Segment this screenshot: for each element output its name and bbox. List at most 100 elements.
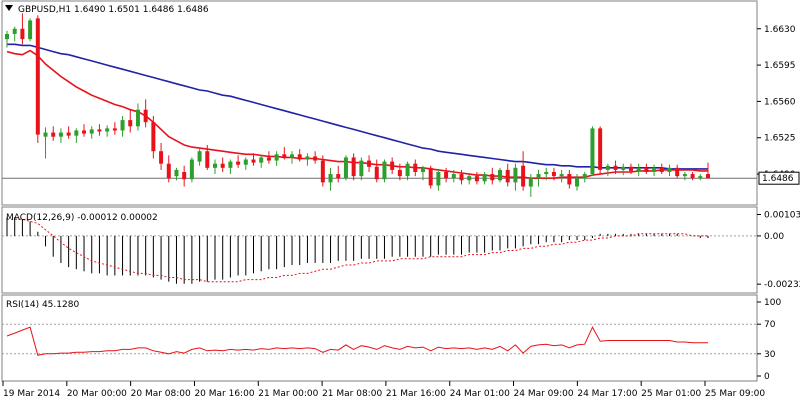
candle-65 xyxy=(505,163,510,187)
candle-body-75 xyxy=(582,174,587,179)
candle-body-84 xyxy=(652,167,657,172)
candle-body-19 xyxy=(151,122,156,152)
candle-6 xyxy=(51,126,56,141)
candle-52 xyxy=(405,161,410,181)
candle-30 xyxy=(236,155,241,168)
candle-body-53 xyxy=(413,163,418,172)
candle-76 xyxy=(590,126,595,177)
rsi-line xyxy=(6,326,708,356)
candle-18 xyxy=(143,99,148,128)
candle-15 xyxy=(120,115,125,137)
candle-75 xyxy=(582,171,587,183)
rsi-tick-label-3: 0 xyxy=(764,372,770,382)
candle-46 xyxy=(359,157,364,181)
candle-10 xyxy=(82,124,87,137)
candle-body-24 xyxy=(189,159,194,180)
candle-85 xyxy=(659,163,664,175)
candle-body-6 xyxy=(51,132,56,137)
candle-70 xyxy=(544,167,549,181)
candle-body-86 xyxy=(667,167,672,172)
candle-17 xyxy=(135,103,140,131)
candle-82 xyxy=(636,163,641,177)
candle-body-27 xyxy=(212,163,217,168)
candle-25 xyxy=(197,149,202,166)
candle-body-88 xyxy=(682,174,687,177)
candle-13 xyxy=(105,125,110,137)
candle-body-11 xyxy=(89,129,94,134)
candle-20 xyxy=(159,142,164,170)
candle-69 xyxy=(536,169,541,187)
candle-41 xyxy=(320,155,325,187)
candle-body-76 xyxy=(590,128,595,175)
candle-body-9 xyxy=(74,130,79,136)
candle-35 xyxy=(274,151,279,166)
candle-body-18 xyxy=(143,109,148,123)
candle-body-59 xyxy=(459,174,464,181)
candle-2 xyxy=(20,13,25,45)
candle-body-44 xyxy=(343,157,348,179)
candle-87 xyxy=(675,164,680,179)
price-title: GBPUSD,H1 1.6490 1.6501 1.6486 1.6486 xyxy=(18,5,209,15)
candle-body-16 xyxy=(128,120,133,127)
candle-body-47 xyxy=(367,160,372,167)
time-axis: 19 Mar 2014 20 Mar 00:00 20 Mar 08:00 20 Ma… xyxy=(2,381,765,399)
candle-72 xyxy=(559,169,564,183)
rsi-tick-label-2: 30 xyxy=(764,350,776,360)
candle-body-58 xyxy=(451,174,456,179)
candle-64 xyxy=(498,167,503,183)
candle-36 xyxy=(282,147,287,160)
candle-body-64 xyxy=(498,169,503,181)
candle-54 xyxy=(420,165,425,181)
candle-body-69 xyxy=(536,174,541,179)
candle-9 xyxy=(74,128,79,143)
candle-body-42 xyxy=(328,174,333,183)
candle-40 xyxy=(313,151,318,164)
candle-3 xyxy=(28,18,33,42)
candle-body-36 xyxy=(282,154,287,158)
rsi-panel-frame xyxy=(1,294,758,382)
candle-89 xyxy=(690,171,695,181)
candle-83 xyxy=(644,163,649,175)
candle-57 xyxy=(444,167,449,183)
symbol-dropdown-icon[interactable] xyxy=(5,5,13,11)
price-tick-label-2: 1.6560 xyxy=(764,97,796,107)
candle-body-63 xyxy=(490,174,495,181)
candle-body-17 xyxy=(135,109,140,127)
candle-body-72 xyxy=(559,174,564,177)
candle-body-77 xyxy=(598,128,603,170)
candle-body-5 xyxy=(43,132,48,137)
macd-panel-frame xyxy=(1,206,758,294)
candle-56 xyxy=(436,169,441,191)
candle-body-0 xyxy=(5,33,9,40)
rsi-tick-label-0: 100 xyxy=(764,298,781,308)
candle-body-8 xyxy=(66,132,71,136)
candle-body-1 xyxy=(12,28,17,34)
candle-body-85 xyxy=(659,167,664,172)
candle-4 xyxy=(35,15,40,143)
candle-60 xyxy=(467,174,472,185)
candle-body-55 xyxy=(428,167,433,186)
candle-body-68 xyxy=(528,178,533,187)
candle-88 xyxy=(682,171,687,181)
rsi-panel[interactable]: 100 70 30 0 RSI(14) 45.1280 xyxy=(1,294,781,382)
candle-37 xyxy=(290,151,295,164)
candle-28 xyxy=(220,157,225,172)
candle-body-61 xyxy=(474,176,479,182)
candle-62 xyxy=(482,171,487,185)
candle-24 xyxy=(189,157,194,183)
candle-43 xyxy=(336,165,341,183)
candle-body-29 xyxy=(228,161,233,168)
macd-panel[interactable]: 0.00103 0.00 -0.00232 MACD(12,26,9) -0.000… xyxy=(1,206,800,294)
price-panel-frame xyxy=(1,0,758,206)
candle-86 xyxy=(667,164,672,177)
candle-55 xyxy=(428,165,433,189)
candle-58 xyxy=(451,169,456,183)
candle-body-30 xyxy=(236,161,241,165)
macd-histogram xyxy=(6,217,709,284)
candle-39 xyxy=(305,153,310,166)
candle-body-89 xyxy=(690,174,695,179)
candle-32 xyxy=(251,153,256,166)
candle-body-87 xyxy=(675,167,680,177)
